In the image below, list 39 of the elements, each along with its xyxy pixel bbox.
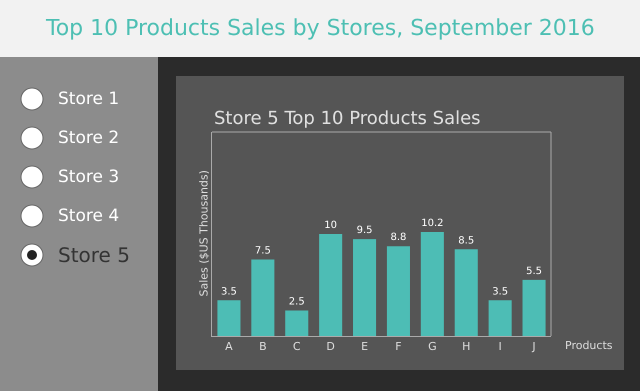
data-label: 5.5	[526, 266, 542, 277]
y-axis-title: Sales ($US Thousands)	[198, 170, 210, 296]
x-tick-label: B	[259, 340, 267, 354]
bar	[488, 300, 512, 336]
text: Store 5	[58, 243, 130, 267]
data-label: 10	[324, 220, 338, 231]
text: Store 1	[58, 89, 120, 109]
x-tick-label: A	[225, 340, 234, 354]
text: Store 2	[58, 128, 120, 148]
bar	[386, 246, 410, 336]
text: Store 4	[58, 206, 120, 226]
x-tick-label: E	[361, 340, 368, 354]
bar	[420, 232, 444, 336]
data-label: 2.5	[288, 296, 305, 308]
data-label: 3.5	[492, 286, 508, 298]
text: Store 3	[58, 167, 120, 187]
data-label: 7.5	[254, 246, 271, 256]
bar	[522, 280, 546, 336]
bar	[319, 234, 342, 336]
bar	[454, 249, 478, 336]
x-tick-label: D	[326, 340, 335, 354]
x-tick-label: G	[428, 340, 437, 354]
data-label: 8.8	[390, 232, 406, 244]
data-label: 9.5	[356, 225, 373, 236]
chart-title: Top 10 Products Sales by Stores, September 2016	[45, 16, 595, 41]
x-axis-title: Products	[565, 339, 613, 352]
x-tick-label: C	[292, 340, 301, 354]
data-label: 10.2	[421, 218, 444, 229]
x-tick-label: F	[395, 340, 402, 354]
chart-subtitle: Store 5 Top 10 Products Sales	[214, 108, 481, 129]
data-label: 3.5	[220, 286, 237, 298]
x-tick-label: J	[531, 340, 536, 354]
x-tick-label: I	[498, 340, 502, 354]
bar	[353, 239, 376, 336]
x-tick-label: H	[462, 340, 470, 354]
bar	[251, 260, 274, 336]
bar	[285, 310, 308, 336]
bar	[217, 300, 240, 336]
data-label: 8.5	[458, 235, 474, 246]
